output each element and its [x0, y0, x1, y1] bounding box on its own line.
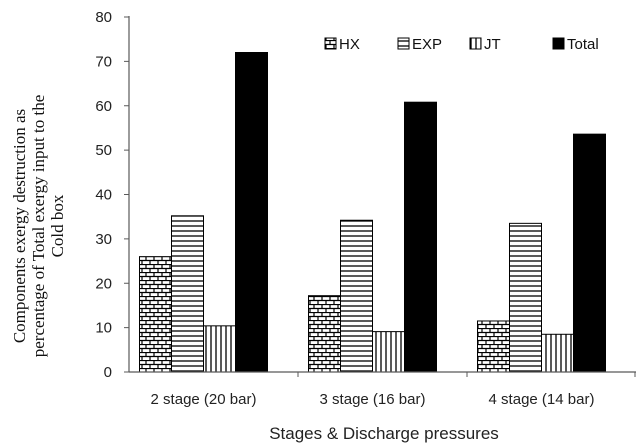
- bar-exp-1: [171, 215, 204, 373]
- legend-label-total: Total: [567, 36, 599, 53]
- legend-label-exp: EXP: [412, 36, 442, 53]
- y-tick-label: 80: [95, 9, 112, 26]
- x-tick-label: 2 stage (20 bar): [151, 391, 257, 408]
- y-tick-label: 0: [104, 364, 112, 381]
- y-axis-label: Components exergy destruction as percent…: [10, 95, 67, 358]
- bar-total-3: [573, 133, 606, 373]
- bar-jt-2: [372, 331, 405, 373]
- legend-swatch-jt: [469, 37, 482, 50]
- legend-label-hx: HX: [339, 36, 360, 53]
- x-axis-label: Stages & Discharge pressures: [269, 424, 499, 443]
- bar-hx-3: [477, 320, 510, 373]
- bar-jt-1: [203, 325, 236, 373]
- bar-hx-2: [308, 295, 341, 373]
- bars: [139, 52, 606, 373]
- bar-total-1: [235, 52, 268, 373]
- y-axis-label-line-1: Components exergy destruction as: [10, 109, 29, 343]
- bar-exp-3: [509, 222, 542, 373]
- x-axis-ticks: 2 stage (20 bar) 3 stage (16 bar) 4 stage …: [151, 372, 636, 408]
- x-tick-label: 4 stage (14 bar): [489, 391, 595, 408]
- bar-exp-2: [340, 219, 373, 373]
- legend: HX EXP JT Total: [324, 36, 599, 53]
- axes: [128, 16, 636, 373]
- legend-swatch-exp: [397, 37, 410, 50]
- y-axis-ticks: 0 10 20 30 40 50 60 70 80: [95, 9, 129, 381]
- y-tick-label: 10: [95, 320, 112, 337]
- bar-jt-3: [541, 333, 574, 373]
- y-tick-label: 60: [95, 98, 112, 115]
- y-tick-label: 30: [95, 231, 112, 248]
- bar-hx-1: [139, 256, 172, 373]
- legend-swatch-total: [552, 37, 565, 50]
- y-axis-label-line-3: Cold box: [48, 194, 67, 257]
- bar-total-2: [404, 101, 437, 373]
- y-tick-label: 40: [95, 187, 112, 204]
- legend-label-jt: JT: [484, 36, 501, 53]
- x-tick-label: 3 stage (16 bar): [320, 391, 426, 408]
- legend-swatch-hx: [324, 37, 337, 50]
- y-tick-label: 70: [95, 53, 112, 70]
- y-tick-label: 50: [95, 142, 112, 159]
- y-tick-label: 20: [95, 275, 112, 292]
- y-axis-label-line-2: percentage of Total exergy input to the: [29, 95, 48, 358]
